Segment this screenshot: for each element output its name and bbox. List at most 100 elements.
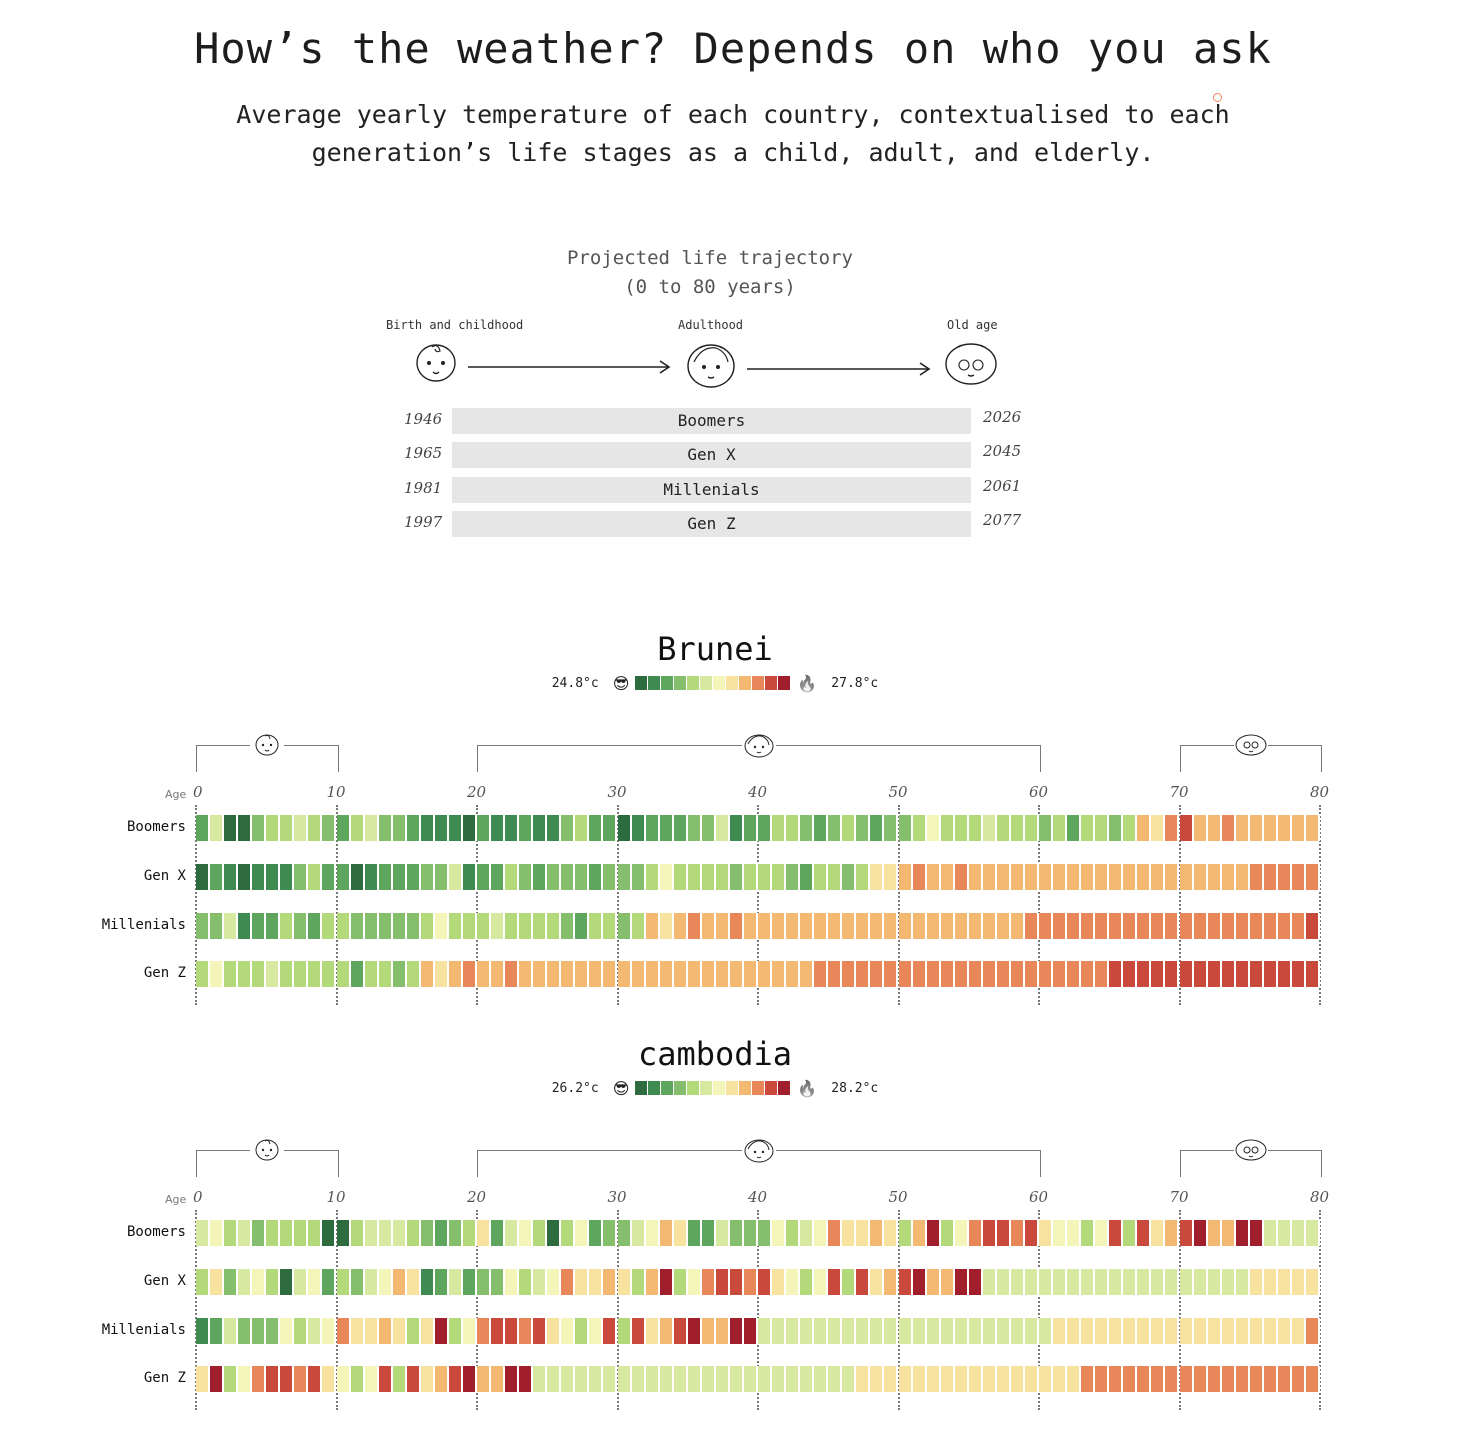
heatmap-cell bbox=[1137, 864, 1152, 890]
legend-swatch bbox=[687, 676, 700, 690]
heatmap-cell bbox=[1235, 1366, 1250, 1392]
heatmap-cell bbox=[743, 815, 758, 841]
heatmap-cell bbox=[1221, 1269, 1236, 1295]
heatmap-cell bbox=[982, 913, 997, 939]
row-label-generation: Gen X bbox=[143, 1273, 186, 1289]
heatmap-cell bbox=[294, 913, 309, 939]
heatmap-cell bbox=[1067, 1269, 1082, 1295]
heatmap-cell bbox=[786, 961, 801, 987]
heatmap-cell bbox=[814, 913, 829, 939]
heatmap-cell bbox=[434, 1269, 449, 1295]
generation-bar: Millenials bbox=[452, 477, 971, 503]
legend-swatch bbox=[635, 676, 648, 690]
heatmap-cell bbox=[589, 815, 604, 841]
heatmap-cell bbox=[406, 864, 421, 890]
heatmap-cell bbox=[364, 913, 379, 939]
heatmap-cell bbox=[1067, 1318, 1082, 1344]
age-gridline bbox=[335, 1210, 338, 1410]
heatmap-cell bbox=[547, 1269, 562, 1295]
heatmap-cell bbox=[884, 1220, 899, 1246]
heatmap-cell bbox=[1010, 1366, 1025, 1392]
heatmap-cell bbox=[406, 1366, 421, 1392]
heatmap-cell bbox=[842, 913, 857, 939]
row-label-generation: Boomers bbox=[126, 1224, 186, 1240]
heatmap-cell bbox=[814, 1318, 829, 1344]
heatmap-cell bbox=[954, 1366, 969, 1392]
heatmap-cell bbox=[912, 815, 927, 841]
heatmap-cell bbox=[701, 1220, 716, 1246]
heatmap-cell bbox=[631, 1220, 646, 1246]
age-gridline bbox=[1038, 1210, 1040, 1410]
heatmap-cell bbox=[1010, 1318, 1025, 1344]
adult-face-icon bbox=[742, 733, 776, 759]
heatmap-cell bbox=[673, 815, 688, 841]
heatmap-cell bbox=[673, 864, 688, 890]
heatmap-cell bbox=[1039, 1269, 1054, 1295]
legend-swatch bbox=[674, 1081, 687, 1095]
heatmap-cell bbox=[462, 1318, 477, 1344]
heatmap-cell bbox=[617, 961, 632, 987]
heatmap-cell bbox=[210, 1318, 225, 1344]
heatmap-cell bbox=[561, 1318, 576, 1344]
heatmap-cell bbox=[378, 1318, 393, 1344]
heatmap-cell bbox=[758, 961, 773, 987]
age-tick-label: 70 bbox=[1169, 1188, 1189, 1206]
heatmap-cell bbox=[1151, 1269, 1166, 1295]
heatmap-cell bbox=[954, 961, 969, 987]
heatmap-cell bbox=[575, 961, 590, 987]
heatmap-cell bbox=[996, 1220, 1011, 1246]
heatmap-cell bbox=[1053, 1318, 1068, 1344]
heatmap-cell bbox=[308, 1220, 323, 1246]
heatmap-cell bbox=[1053, 961, 1068, 987]
generation-bar: Gen Z bbox=[452, 511, 971, 537]
heatmap-cell bbox=[1305, 1269, 1320, 1295]
heatmap-cell bbox=[533, 961, 548, 987]
legend-swatch bbox=[674, 676, 687, 690]
heatmap-cell bbox=[1193, 864, 1208, 890]
heatmap-cell bbox=[968, 815, 983, 841]
heatmap-cell bbox=[687, 864, 702, 890]
heatmap-cell bbox=[1305, 1220, 1320, 1246]
heatmap-cell bbox=[448, 1269, 463, 1295]
heatmap-cell bbox=[505, 961, 520, 987]
heatmap-cell bbox=[884, 1318, 899, 1344]
heatmap-cell bbox=[308, 1318, 323, 1344]
heatmap-cell bbox=[940, 1220, 955, 1246]
heatmap-cell bbox=[898, 961, 913, 987]
heatmap-cell bbox=[420, 864, 435, 890]
heatmap-cell bbox=[645, 864, 660, 890]
heatmap-cell bbox=[729, 864, 744, 890]
heatmap-cell bbox=[1151, 864, 1166, 890]
heatmap-cell bbox=[448, 1220, 463, 1246]
heatmap-cell bbox=[1109, 864, 1124, 890]
heatmap-cell bbox=[505, 815, 520, 841]
heatmap-cell bbox=[1010, 864, 1025, 890]
heatmap-cell bbox=[1277, 1220, 1292, 1246]
heatmap-cell bbox=[378, 815, 393, 841]
heatmap-cell bbox=[968, 961, 983, 987]
heatmap-cell bbox=[659, 1366, 674, 1392]
heatmap-cell bbox=[547, 961, 562, 987]
heatmap-cell bbox=[406, 815, 421, 841]
heatmap-cell bbox=[687, 1269, 702, 1295]
heatmap-cell bbox=[1221, 864, 1236, 890]
heatmap-cell bbox=[1305, 1318, 1320, 1344]
row-label-generation: Millenials bbox=[101, 917, 186, 933]
stage-label-adulthood: Adulthood bbox=[678, 318, 744, 332]
heatmap-cell bbox=[603, 1220, 618, 1246]
heatmap-cell bbox=[350, 1366, 365, 1392]
page-title: How’s the weather? Depends on who you as… bbox=[194, 24, 1272, 73]
age-gridline bbox=[616, 805, 619, 1005]
heatmap-cell bbox=[996, 913, 1011, 939]
heatmap-cell bbox=[196, 1269, 211, 1295]
heatmap-cell bbox=[870, 1318, 885, 1344]
heatmap-cell bbox=[224, 1220, 239, 1246]
heatmap-cell bbox=[1291, 815, 1306, 841]
heatmap-cell bbox=[575, 815, 590, 841]
heatmap-cell bbox=[954, 864, 969, 890]
age-tick-label: 10 bbox=[326, 783, 346, 801]
heatmap-cell bbox=[814, 1269, 829, 1295]
heatmap-cell bbox=[968, 913, 983, 939]
legend-swatch bbox=[726, 1081, 739, 1095]
heatmap-cell bbox=[350, 1220, 365, 1246]
